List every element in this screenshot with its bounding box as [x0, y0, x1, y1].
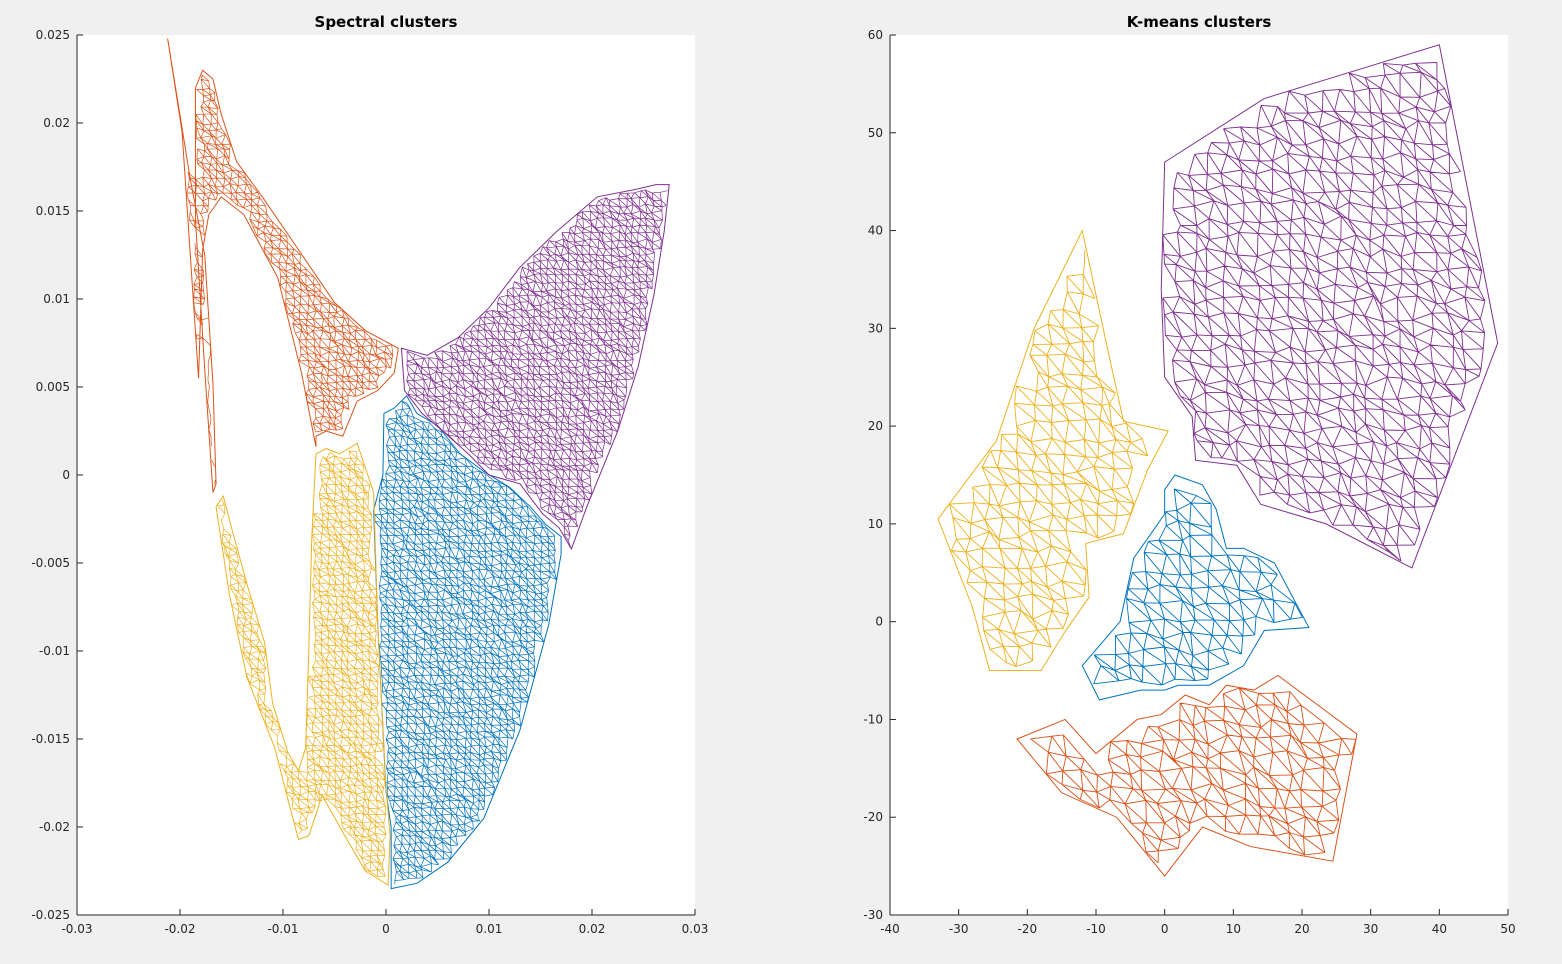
spectral-y-tick-label: 0.025 — [36, 28, 70, 42]
kmeans-series-mesh — [1162, 62, 1486, 562]
spectral-series-yellow — [215, 442, 391, 886]
spectral-y-tick-label: -0.015 — [31, 732, 70, 746]
spectral-x-tick-label: 0 — [382, 922, 390, 936]
kmeans-series-blue — [1081, 474, 1310, 701]
spectral-y-tick-label: -0.02 — [39, 820, 70, 834]
kmeans-series-outline — [1081, 474, 1310, 701]
kmeans-x-tick-label: -40 — [880, 922, 900, 936]
kmeans-x-tick-label: 30 — [1363, 922, 1378, 936]
spectral-x-tick-label: -0.01 — [267, 922, 298, 936]
kmeans-series-outline — [1016, 674, 1358, 877]
spectral-y-tick-label: -0.025 — [31, 908, 70, 922]
kmeans-y-tick-label: -30 — [863, 908, 883, 922]
spectral-x-ticks: -0.03 -0.02 -0.01 0 0.01 0.02 0.03 — [61, 909, 708, 936]
kmeans-x-tick-label: 0 — [1161, 922, 1169, 936]
kmeans-title: K-means clusters — [1127, 13, 1272, 31]
spectral-y-tick-label: 0.02 — [43, 116, 70, 130]
spectral-x-tick-label: 0.03 — [682, 922, 709, 936]
spectral-series-purple — [400, 184, 670, 551]
kmeans-y-tick-label: 40 — [868, 224, 883, 238]
kmeans-y-tick-label: 0 — [875, 615, 883, 629]
spectral-y-tick-label: 0 — [62, 468, 70, 482]
kmeans-series-yellow — [937, 229, 1169, 672]
kmeans-x-tick-label: -30 — [949, 922, 969, 936]
spectral-series-group — [167, 38, 670, 890]
kmeans-y-tick-label: 20 — [868, 419, 883, 433]
kmeans-x-tick-label: 40 — [1432, 922, 1447, 936]
kmeans-series-mesh — [1093, 488, 1303, 686]
spectral-series-mesh — [406, 189, 668, 548]
spectral-series-outline — [167, 38, 399, 493]
spectral-series-mesh — [186, 74, 394, 485]
kmeans-series-orange — [1016, 674, 1358, 877]
kmeans-x-ticks: -40 -30 -20 -10 0 10 20 30 40 50 — [880, 909, 1516, 936]
spectral-series-mesh — [374, 400, 557, 885]
kmeans-x-tick-label: 10 — [1226, 922, 1241, 936]
spectral-y-tick-label: -0.005 — [31, 556, 70, 570]
spectral-series-outline — [215, 442, 391, 886]
kmeans-series-group — [937, 44, 1499, 877]
kmeans-y-tick-label: 10 — [868, 517, 883, 531]
spectral-x-tick-label: 0.02 — [579, 922, 606, 936]
spectral-series-orange — [167, 38, 399, 493]
kmeans-series-purple — [1160, 44, 1499, 569]
spectral-axes: Spectral clusters -0.03 -0.02 -0.01 0 0.01 0.… — [31, 13, 708, 936]
kmeans-y-tick-label: -20 — [863, 810, 883, 824]
kmeans-series-outline — [937, 229, 1169, 672]
spectral-y-tick-label: 0.005 — [36, 380, 70, 394]
spectral-title: Spectral clusters — [315, 13, 458, 31]
kmeans-x-tick-label: 20 — [1294, 922, 1309, 936]
spectral-x-tick-label: 0.01 — [476, 922, 503, 936]
kmeans-x-tick-label: -10 — [1086, 922, 1106, 936]
kmeans-x-tick-label: -20 — [1018, 922, 1038, 936]
kmeans-series-mesh — [1030, 687, 1357, 864]
kmeans-y-tick-label: 60 — [868, 28, 883, 42]
kmeans-x-tick-label: 50 — [1500, 922, 1515, 936]
spectral-x-tick-label: -0.03 — [61, 922, 92, 936]
spectral-x-tick-label: -0.02 — [164, 922, 195, 936]
spectral-y-tick-label: 0.01 — [43, 292, 70, 306]
kmeans-y-tick-label: 50 — [868, 126, 883, 140]
kmeans-series-mesh — [949, 250, 1149, 668]
kmeans-axes: K-means clusters -40 -30 -20 -10 0 10 20 30 40 50… — [863, 13, 1515, 936]
spectral-series-outline — [400, 184, 670, 551]
spectral-y-tick-label: -0.01 — [39, 644, 70, 658]
spectral-series-mesh — [217, 450, 387, 877]
kmeans-y-tick-label: 30 — [868, 321, 883, 335]
kmeans-y-ticks: -30 -20 -10 0 10 20 30 40 50 60 — [863, 28, 896, 922]
kmeans-y-tick-label: -10 — [863, 712, 883, 726]
kmeans-series-outline — [1160, 44, 1499, 569]
spectral-y-tick-label: 0.015 — [36, 204, 70, 218]
spectral-y-ticks: -0.025 -0.02 -0.015 -0.01 -0.005 0 0.005 0.01 0.… — [31, 28, 83, 922]
